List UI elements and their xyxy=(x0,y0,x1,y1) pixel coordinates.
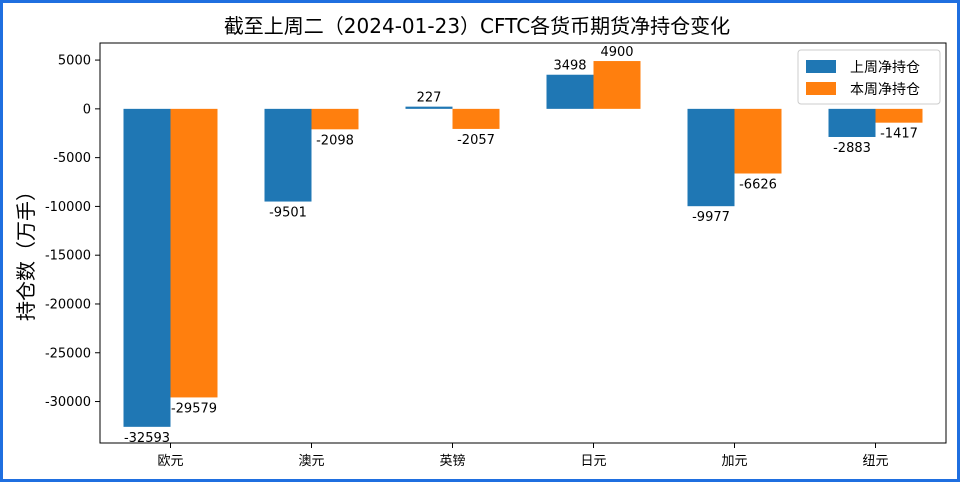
bar-last-week xyxy=(687,108,735,207)
x-tick-label: 纽元 xyxy=(862,454,888,469)
data-label: -29579 xyxy=(171,401,217,416)
chart-title: 截至上周二（2024-01-23）CFTC各货币期货净持仓变化 xyxy=(224,14,730,38)
y-axis-ticks: 5000 0 -5000 -10000 -15000 -20000 -25000 -30000 xyxy=(45,54,100,410)
x-tick-label: 加元 xyxy=(721,454,747,469)
data-label: -1417 xyxy=(880,127,918,142)
y-tick-label: -30000 xyxy=(45,395,91,410)
y-tick-label: 5000 xyxy=(58,54,91,69)
bar-last-week xyxy=(405,106,453,109)
bars xyxy=(123,61,923,427)
data-label: -2057 xyxy=(457,133,495,148)
data-label: -6626 xyxy=(739,177,777,192)
bar-this-week xyxy=(593,61,641,109)
data-label: -2883 xyxy=(833,141,871,156)
x-tick-label: 日元 xyxy=(580,454,606,469)
y-tick-label: -15000 xyxy=(45,249,91,264)
y-tick-label: -20000 xyxy=(45,297,91,312)
bar-last-week xyxy=(546,74,594,109)
bar-this-week xyxy=(452,108,500,129)
y-tick-label: -25000 xyxy=(45,346,91,361)
bar-last-week xyxy=(828,108,876,137)
bar-this-week xyxy=(170,108,218,398)
bar-this-week xyxy=(311,108,359,130)
y-tick-label: -10000 xyxy=(45,200,91,215)
data-label: 227 xyxy=(417,91,442,106)
legend-swatch xyxy=(806,82,836,95)
x-tick-label: 英镑 xyxy=(439,453,465,469)
bar-chart: 截至上周二（2024-01-23）CFTC各货币期货净持仓变化 持仓数（万手） … xyxy=(14,14,947,469)
plot-area xyxy=(99,42,947,444)
x-tick-label: 欧元 xyxy=(157,454,183,469)
y-tick-label: -5000 xyxy=(53,151,91,166)
y-axis-label: 持仓数（万手） xyxy=(14,181,38,321)
bar-this-week xyxy=(875,108,923,123)
data-label: -32593 xyxy=(124,431,170,446)
data-label: -9501 xyxy=(269,206,307,221)
legend-swatch xyxy=(806,60,836,73)
x-axis-ticks: 欧元 澳元 英镑 日元 加元 纽元 xyxy=(157,443,889,469)
data-labels: -32593-29579 -9501 -2098 227 -2057 3498 4900 -9… xyxy=(124,45,918,446)
bar-last-week xyxy=(123,108,171,427)
data-label: -2098 xyxy=(316,133,354,148)
bar-this-week xyxy=(734,108,782,174)
data-label: 3498 xyxy=(553,59,586,74)
x-tick-label: 澳元 xyxy=(298,453,324,469)
y-tick-label: 0 xyxy=(83,102,91,117)
legend-label: 本周净持仓 xyxy=(850,82,920,98)
bar-last-week xyxy=(264,108,312,202)
legend-label: 上周净持仓 xyxy=(850,60,920,76)
data-label: -9977 xyxy=(692,210,730,225)
data-label: 4900 xyxy=(600,45,633,60)
